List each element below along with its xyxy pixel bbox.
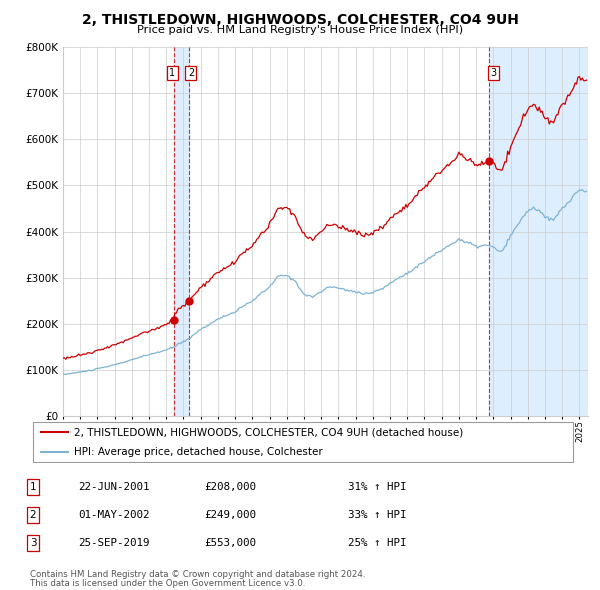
Text: This data is licensed under the Open Government Licence v3.0.: This data is licensed under the Open Gov…: [30, 579, 305, 588]
Text: 31% ↑ HPI: 31% ↑ HPI: [348, 482, 407, 491]
Text: £249,000: £249,000: [204, 510, 256, 520]
Text: 1: 1: [169, 68, 176, 78]
Text: 2, THISTLEDOWN, HIGHWOODS, COLCHESTER, CO4 9UH: 2, THISTLEDOWN, HIGHWOODS, COLCHESTER, C…: [82, 13, 518, 27]
Text: 25-SEP-2019: 25-SEP-2019: [78, 539, 149, 548]
FancyBboxPatch shape: [33, 422, 573, 462]
Text: 22-JUN-2001: 22-JUN-2001: [78, 482, 149, 491]
Text: 2: 2: [29, 510, 37, 520]
Text: HPI: Average price, detached house, Colchester: HPI: Average price, detached house, Colc…: [74, 447, 322, 457]
Bar: [174, 47, 189, 416]
Text: £553,000: £553,000: [204, 539, 256, 548]
Text: £208,000: £208,000: [204, 482, 256, 491]
Text: Price paid vs. HM Land Registry's House Price Index (HPI): Price paid vs. HM Land Registry's House …: [137, 25, 463, 35]
Text: 25% ↑ HPI: 25% ↑ HPI: [348, 539, 407, 548]
Bar: [488, 47, 588, 416]
Text: 3: 3: [491, 68, 497, 78]
Text: 3: 3: [29, 539, 37, 548]
Text: 2: 2: [188, 68, 194, 78]
Text: Contains HM Land Registry data © Crown copyright and database right 2024.: Contains HM Land Registry data © Crown c…: [30, 569, 365, 579]
Text: 2, THISTLEDOWN, HIGHWOODS, COLCHESTER, CO4 9UH (detached house): 2, THISTLEDOWN, HIGHWOODS, COLCHESTER, C…: [74, 427, 463, 437]
Text: 33% ↑ HPI: 33% ↑ HPI: [348, 510, 407, 520]
Text: 01-MAY-2002: 01-MAY-2002: [78, 510, 149, 520]
Text: 1: 1: [29, 482, 37, 491]
